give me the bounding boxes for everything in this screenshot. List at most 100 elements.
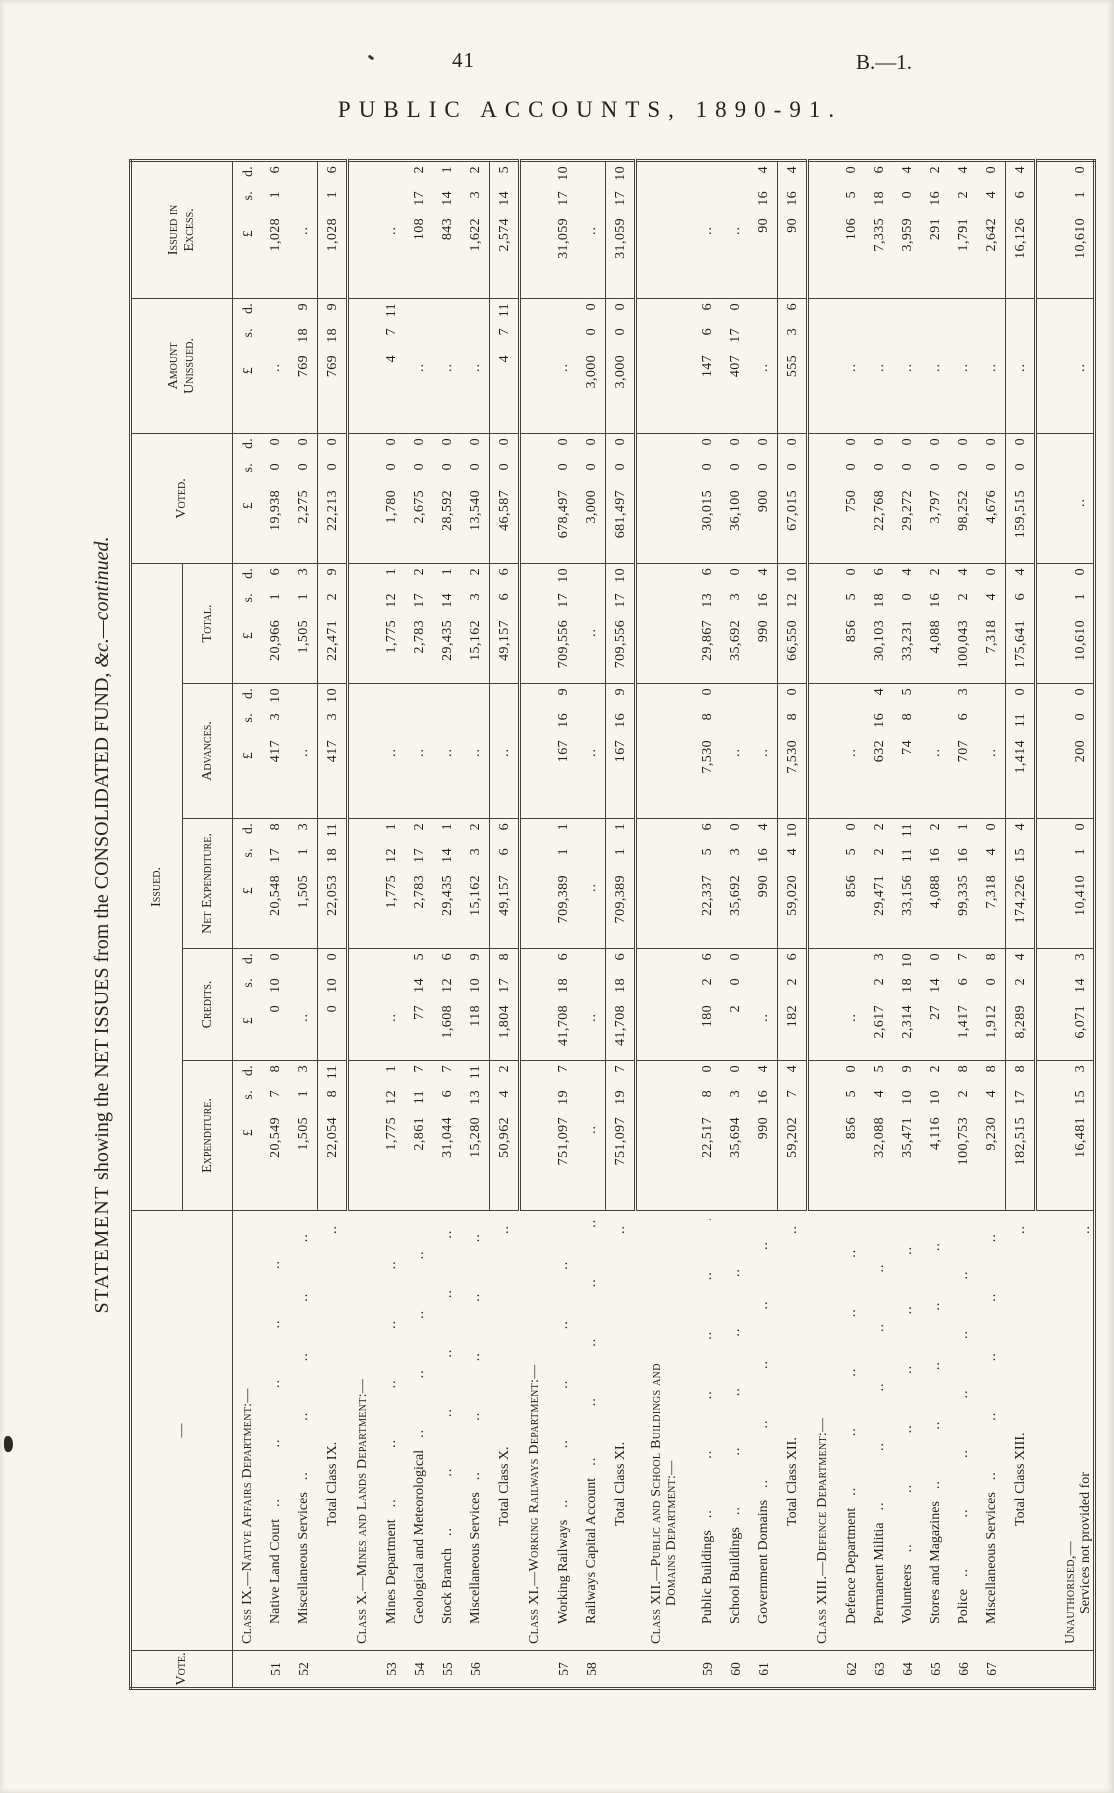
- shillings: 3: [727, 592, 743, 601]
- cell-advances: 7,530 8 0: [693, 683, 721, 819]
- money-value: 2,861 11 7: [412, 1061, 427, 1210]
- cell-issued-in-excess: 31,059 17 10: [605, 160, 636, 299]
- pence: 1: [383, 567, 399, 576]
- total-column-header: Total.: [182, 563, 233, 684]
- blank-cell-dots: ..: [844, 299, 859, 433]
- pence: d.: [239, 437, 255, 449]
- blank-cell-dots: ..: [384, 162, 399, 298]
- cell-total: 20,966 1 6: [261, 563, 289, 684]
- money-value: 15,280 13 11: [468, 1061, 483, 1210]
- money-value: 31,059 17 10: [556, 162, 571, 298]
- pounds: 90: [784, 217, 800, 233]
- table-row: Class XI.—Working Railways Department:—: [519, 160, 549, 1689]
- pence: 2: [411, 165, 427, 174]
- pence: 0: [1073, 823, 1088, 831]
- shillings: 7: [784, 1090, 800, 1098]
- service-line: Railways Capital Account .. .. .. .. .. .…: [584, 1211, 599, 1644]
- pence: 0: [927, 437, 943, 446]
- pence: 6: [496, 567, 512, 576]
- blank-cell-dots: ..: [1013, 299, 1028, 433]
- pence: 0: [583, 437, 599, 446]
- money-value: 29,435 14 1: [440, 564, 455, 683]
- pence: 1: [612, 823, 628, 831]
- cell-service-name: Total Class IX...: [317, 1210, 348, 1651]
- leader-dots: .. .. .. .. .. .. .. ..: [439, 1219, 455, 1537]
- currency-unit-header: £ s. d.: [240, 684, 255, 818]
- shillings: 0: [1073, 713, 1088, 721]
- cell-amount-unissued: ..: [461, 298, 490, 434]
- table-row: 63 Permanent Militia.. .. .. .. .. .. .. …: [865, 160, 893, 1689]
- money-value: 100,043 2 4: [956, 564, 971, 683]
- cell-total: 33,231 0 4: [893, 563, 921, 684]
- blank-cell-dots: ..: [756, 299, 771, 433]
- currency-unit-header: £ s. d.: [240, 949, 255, 1060]
- money-value: 769 18 9: [325, 299, 340, 433]
- pounds: 632: [871, 740, 887, 763]
- cell-voted: 19,938 0 0: [261, 433, 289, 564]
- pence: 0: [927, 953, 943, 961]
- service-line: Stores and Magazines .. .. .. .. .. .. ..…: [928, 1211, 943, 1644]
- cell-expenditure: 990 16 4: [749, 1060, 778, 1211]
- cell-credits: [519, 948, 549, 1061]
- caption-lead: STATEMENT: [91, 1184, 113, 1314]
- cell-expenditure: 751,097 19 7: [549, 1060, 577, 1211]
- money-value: 900 0 0: [756, 434, 771, 563]
- cell-advances: [807, 683, 837, 819]
- money-value: 4 7 11: [384, 299, 399, 433]
- pence: 0: [699, 1065, 715, 1073]
- pence: 0: [727, 567, 743, 576]
- pounds: 30,015: [699, 489, 715, 531]
- pounds: ..: [899, 362, 915, 372]
- pounds: 29,435: [439, 619, 455, 661]
- rotated-table-block: STATEMENT showing the NET ISSUES from th…: [85, 158, 1096, 1690]
- money-value: 856 5 0: [844, 819, 859, 948]
- cell-net-expenditure: 49,157 6 6: [489, 818, 520, 949]
- shillings: 10: [927, 1090, 943, 1105]
- pounds: 0: [267, 1005, 283, 1013]
- pounds: 29,867: [699, 619, 715, 661]
- money-value: 709,556 17 10: [556, 564, 571, 683]
- cell-net-expenditure: 15,162 3 2: [461, 818, 490, 949]
- total-line: Total Class X...: [497, 1211, 512, 1644]
- money-value: 22,768 0 0: [872, 434, 887, 563]
- pounds: 856: [843, 1117, 859, 1140]
- cell-voted: 36,100 0 0: [721, 433, 749, 564]
- money-value: 19,938 0 0: [268, 434, 283, 563]
- pounds: 15,280: [467, 1117, 483, 1158]
- cell-expenditure: 2,861 11 7: [405, 1060, 433, 1211]
- cell-vote-number: [605, 1650, 636, 1689]
- shillings: 8: [699, 713, 715, 721]
- pence: 2: [871, 823, 887, 831]
- money-value: 8,289 2 4: [1013, 949, 1028, 1060]
- cell-service-name: Total Class XII...: [777, 1210, 808, 1651]
- cell-total: 856 5 0: [837, 563, 865, 684]
- shillings: 1: [1073, 848, 1088, 856]
- shillings: 19: [555, 1090, 571, 1105]
- pence: 0: [843, 823, 859, 831]
- shillings: 0: [267, 462, 283, 471]
- shillings: 0: [843, 462, 859, 471]
- pounds: 35,692: [727, 619, 743, 661]
- class-heading-line1: Class XII.—Public and School Buildings a…: [649, 1363, 665, 1644]
- money-value: 147 6 6: [700, 299, 715, 433]
- money-value: 4,088 16 2: [928, 819, 943, 948]
- cell-advances: ..: [377, 683, 405, 819]
- pence: 11: [899, 823, 915, 838]
- cell-amount-unissued: ..: [433, 298, 461, 434]
- service-line: Mines Department .. .. .. .. .. .. .. ..: [384, 1211, 399, 1644]
- currency-unit-header: £ s. d.: [240, 299, 255, 433]
- table-row: 62 Defence Department.. .. .. .. .. .. ..…: [837, 160, 865, 1689]
- cell-issued-in-excess: 16,126 6 4: [1005, 160, 1036, 299]
- table-row: 60 School Buildings.. .. .. .. .. .. .. .…: [721, 160, 749, 1689]
- leader-dots: .. .. .. .. .. .. .. ..: [295, 1219, 311, 1481]
- money-value: 20,548 17 8: [268, 819, 283, 948]
- cell-issued-in-excess: ..: [721, 160, 749, 299]
- cell-issued-in-excess: 7,335 18 6: [865, 160, 893, 299]
- pence: 6: [555, 953, 571, 961]
- cell-vote-number: 55: [433, 1650, 461, 1689]
- pounds: 31,059: [612, 217, 628, 259]
- cell-credits: 0 10 0: [261, 948, 289, 1061]
- shillings: 0: [612, 462, 628, 471]
- blank-cell-dots: ..: [584, 564, 599, 683]
- cell-advances: ..: [433, 683, 461, 819]
